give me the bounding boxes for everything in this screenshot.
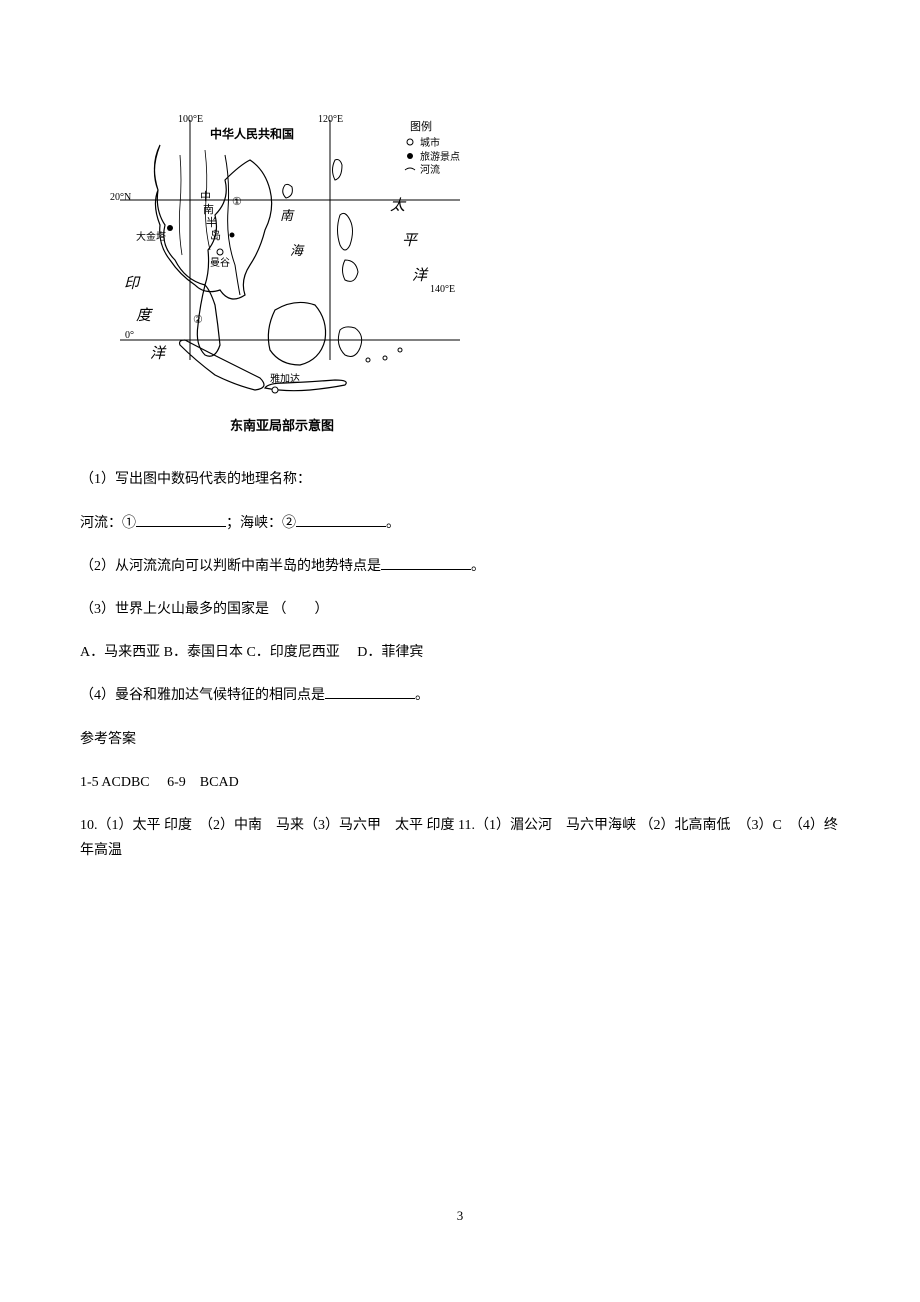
south-sea-2: 海 — [290, 243, 305, 258]
tourist-dot-2 — [230, 233, 235, 238]
lat-0: 0° — [125, 330, 134, 341]
q4-after: 。 — [415, 688, 429, 703]
q1-line: 河流：① ；海峡：② 。 — [80, 511, 840, 536]
lon-100e: 100°E — [178, 114, 203, 125]
southeast-asia-map: 100°E 120°E 140°E 20°N 0° 图例 城市 旅游景点 河流 … — [110, 110, 480, 410]
philippines-mindanao — [343, 260, 359, 281]
legend-river-symbol — [405, 168, 415, 170]
small-island-1 — [366, 358, 370, 362]
q1-blank-1 — [136, 513, 226, 527]
q1-blank-2 — [296, 513, 386, 527]
pacific-3: 洋 — [412, 267, 429, 284]
river-1 — [179, 155, 182, 255]
q1-intro: （1）写出图中数码代表的地理名称： — [80, 467, 840, 492]
peninsula-4: 岛 — [210, 228, 221, 242]
q3-options: A．马来西亚 B．泰国日本 C．印度尼西亚 D．菲律宾 — [80, 640, 840, 665]
q3-text: （3）世界上火山最多的国家是 （ ） — [80, 597, 840, 622]
map-figure: 100°E 120°E 140°E 20°N 0° 图例 城市 旅游景点 河流 … — [110, 110, 840, 437]
peninsula-3: 半 — [206, 215, 217, 229]
q2-blank — [381, 556, 471, 570]
answers-heading: 参考答案 — [80, 727, 840, 752]
jakarta-marker — [272, 387, 278, 393]
marker-2: ② — [193, 314, 203, 326]
legend-city-symbol — [407, 139, 413, 145]
indian-3: 洋 — [150, 345, 167, 362]
dagoba-label: 大金塔 — [136, 230, 166, 243]
philippines-luzon — [338, 213, 353, 250]
page-number: 3 — [457, 1204, 464, 1227]
peninsula-2: 南 — [203, 203, 214, 216]
jakarta-label: 雅加达 — [270, 372, 300, 385]
legend-city-label: 城市 — [420, 136, 440, 149]
q4-before: （4）曼谷和雅加达气候特征的相同点是 — [80, 688, 325, 703]
legend-river-label: 河流 — [420, 163, 440, 176]
legend-title: 图例 — [410, 119, 432, 133]
lon-140e: 140°E — [430, 284, 455, 295]
q4-line: （4）曼谷和雅加达气候特征的相同点是 。 — [80, 683, 840, 708]
q1-mid: ；海峡：② — [226, 516, 296, 531]
indian-2: 度 — [136, 307, 153, 324]
borneo-island — [268, 302, 325, 365]
pacific-1: 太 — [390, 197, 407, 214]
legend-site-symbol — [407, 153, 413, 159]
dagoba-marker — [167, 225, 173, 231]
marker-1: ① — [232, 196, 242, 208]
peninsula-1: 中 — [200, 190, 211, 203]
lon-120e: 120°E — [318, 114, 343, 125]
q1-suffix: 。 — [386, 516, 400, 531]
q4-blank — [325, 685, 415, 699]
small-island-2 — [383, 356, 387, 360]
answers-line1: 1-5 ACDBC 6-9 BCAD — [80, 770, 840, 795]
south-sea-1: 南 — [280, 208, 295, 223]
hainan-island — [283, 184, 293, 198]
bangkok-marker — [217, 249, 223, 255]
lat-20n: 20°N — [110, 192, 131, 203]
sumatra-island — [180, 340, 264, 390]
q2-line: （2）从河流流向可以判断中南半岛的地势特点是 。 — [80, 554, 840, 579]
small-island-3 — [398, 348, 402, 352]
legend-site-label: 旅游景点 — [420, 150, 460, 163]
q2-after: 。 — [471, 559, 485, 574]
q2-before: （2）从河流流向可以判断中南半岛的地势特点是 — [80, 559, 381, 574]
q1-prefix: 河流：① — [80, 516, 136, 531]
river-mekong — [225, 155, 240, 295]
taiwan-island — [333, 160, 343, 180]
sulawesi-island — [338, 327, 361, 357]
map-caption: 东南亚局部示意图 — [230, 414, 840, 437]
country-label: 中华人民共和国 — [210, 126, 294, 141]
pacific-2: 平 — [402, 233, 419, 249]
bangkok-label: 曼谷 — [210, 257, 230, 269]
answers-line2: 10.（1）太平 印度 （2）中南 马来（3）马六甲 太平 印度 11.（1）湄… — [80, 813, 840, 863]
indian-1: 印 — [124, 275, 141, 292]
